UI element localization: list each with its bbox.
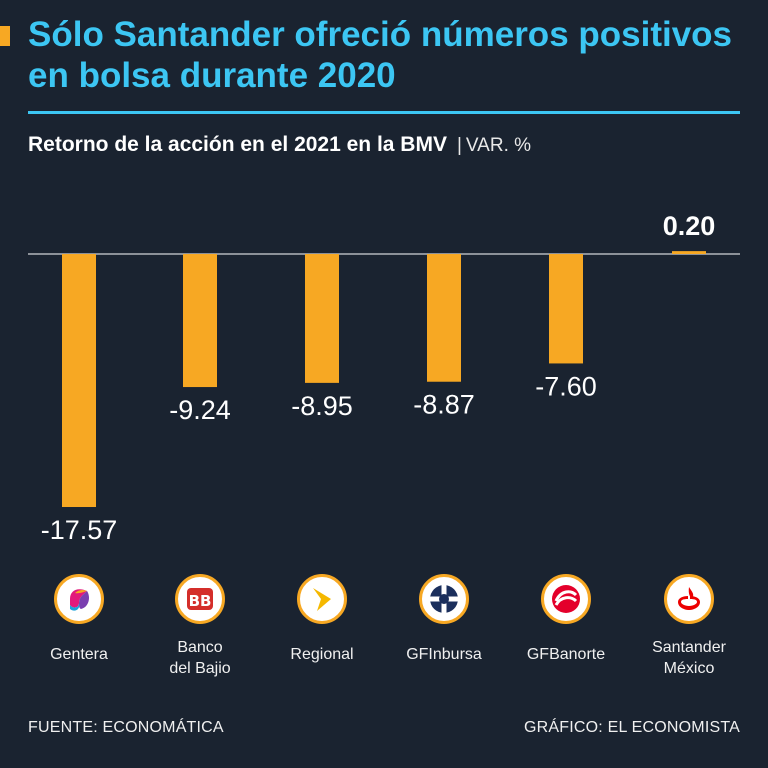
unit-label: VAR. %: [465, 135, 532, 156]
label-line: del Bajio: [169, 660, 231, 677]
category-label-gentera: Gentera: [19, 644, 139, 665]
label-line: Gentera: [50, 646, 108, 663]
bar: [549, 254, 583, 364]
data-label: -8.95: [291, 391, 353, 421]
svg-text:BB: BB: [189, 592, 212, 610]
regional-logo-icon: [297, 574, 347, 624]
data-label: -7.60: [535, 371, 597, 401]
category-label-santander-mexico: Santander México: [629, 637, 749, 679]
bar: [672, 251, 706, 254]
source-note: FUENTE: ECONOMÁTICA: [28, 719, 224, 736]
page-title: Sólo Santander ofreció números positivos…: [28, 15, 733, 95]
data-label: 0.20: [663, 211, 716, 241]
category-label-banco-del-bajio: Banco del Bajio: [140, 637, 260, 679]
label-line: GFInbursa: [406, 646, 482, 663]
label-line: Santander: [652, 639, 726, 656]
subtitle-text: Retorno de la acción en el 2021 en la BM…: [28, 133, 447, 156]
category-label-regional: Regional: [262, 644, 382, 665]
gentera-logo-icon: [54, 574, 104, 624]
banbajio-logo-icon: BB: [175, 574, 225, 624]
label-line: Banco: [177, 639, 223, 656]
bar: [62, 254, 96, 508]
banorte-logo-icon: [541, 574, 591, 624]
inbursa-logo-icon: [419, 574, 469, 624]
label-line: México: [663, 660, 715, 677]
category-label-gfbanorte: GFBanorte: [506, 644, 626, 665]
label-line: Regional: [290, 646, 354, 663]
chart-subtitle: Retorno de la acción en el 2021 en la BM…: [28, 132, 531, 159]
data-label: -17.57: [41, 515, 118, 545]
data-label: -9.24: [169, 395, 231, 425]
label-line: GFBanorte: [526, 646, 606, 663]
category-label-gfinbursa: GFInbursa: [384, 644, 504, 665]
bar: [305, 254, 339, 383]
credit-note: GRÁFICO: EL ECONOMISTA: [524, 719, 740, 736]
data-label: -8.87: [413, 390, 475, 420]
bar: [183, 254, 217, 388]
santander-logo-icon: [664, 574, 714, 624]
title-divider: [28, 111, 740, 114]
bar: [427, 254, 461, 382]
subtitle-separator: |: [456, 135, 462, 156]
accent-square: [0, 26, 10, 46]
